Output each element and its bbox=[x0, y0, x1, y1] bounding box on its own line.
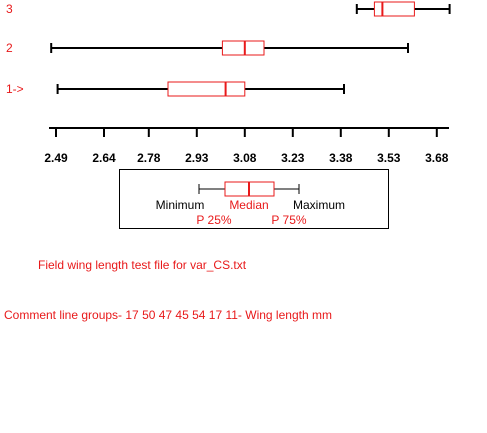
x-tick-label: 2.93 bbox=[185, 151, 209, 165]
x-axis: 2.49 2.64 2.78 2.93 3.08 3.23 3.38 3.53 3.68 bbox=[44, 127, 449, 165]
box-group-2: 2 bbox=[6, 40, 409, 56]
footer-comment: Comment line groups- 17 50 47 45 54 17 1… bbox=[4, 308, 332, 322]
iqr-box bbox=[373, 1, 415, 17]
x-tick-label: 2.78 bbox=[137, 151, 161, 165]
box-groups: 1-> 2 3 bbox=[6, 1, 451, 97]
legend-p75-label: P 75% bbox=[271, 213, 306, 227]
group-label: 3 bbox=[6, 2, 13, 16]
legend-box: Minimum Median Maximum P 25% P 75% bbox=[119, 169, 389, 229]
legend-p25-label: P 25% bbox=[196, 213, 231, 227]
x-tick-label: 2.49 bbox=[44, 151, 68, 165]
x-tick-label: 3.38 bbox=[329, 151, 353, 165]
box-group-1: 1-> bbox=[6, 81, 345, 97]
x-tick-label: 3.08 bbox=[233, 151, 257, 165]
group-label: 2 bbox=[6, 41, 13, 55]
x-tick-label: 2.64 bbox=[92, 151, 116, 165]
iqr-box bbox=[221, 40, 265, 56]
box-group-3: 3 bbox=[6, 1, 451, 17]
legend-frame bbox=[119, 169, 389, 229]
x-tick-label: 3.23 bbox=[281, 151, 305, 165]
x-tick-label: 3.68 bbox=[425, 151, 449, 165]
legend-minimum-label: Minimum bbox=[156, 198, 205, 212]
iqr-box bbox=[167, 81, 246, 97]
x-tick-label: 3.53 bbox=[377, 151, 401, 165]
footer-title: Field wing length test file for var_CS.t… bbox=[38, 258, 247, 272]
group-label: 1-> bbox=[6, 82, 24, 96]
legend-maximum-label: Maximum bbox=[293, 198, 345, 212]
legend-median-label: Median bbox=[229, 198, 268, 212]
boxplot-chart: 1-> 2 3 2.49 2.64 2.78 2.93 3.08 3.23 3.38 3.53 3.… bbox=[6, 1, 451, 229]
